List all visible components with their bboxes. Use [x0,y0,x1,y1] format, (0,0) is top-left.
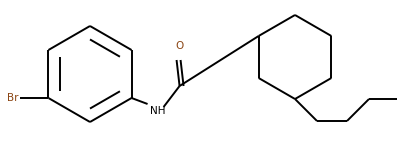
Text: NH: NH [150,106,165,116]
Text: Br: Br [7,93,18,103]
Text: O: O [176,41,184,51]
